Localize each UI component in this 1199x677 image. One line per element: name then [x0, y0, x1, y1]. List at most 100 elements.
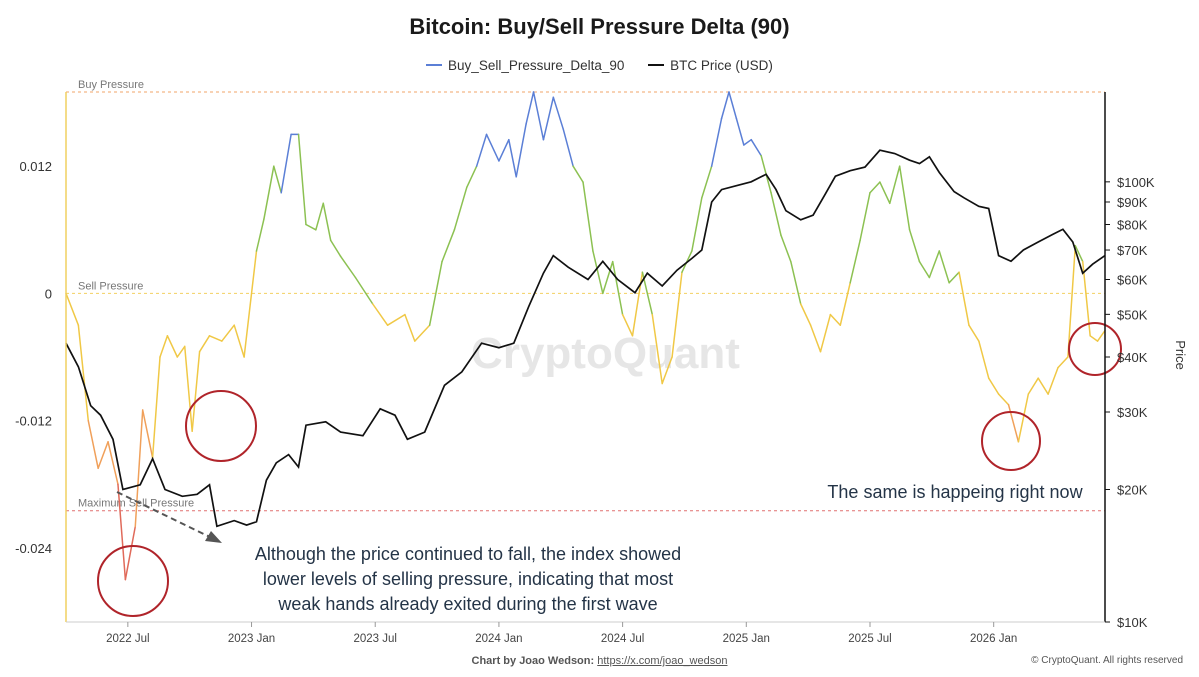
y-left-tick-label: -0.024 — [15, 541, 52, 556]
delta-series-segment — [720, 91, 730, 120]
delta-series-segment — [1067, 244, 1077, 358]
delta-series-segment — [819, 313, 832, 353]
delta-series-segment — [799, 303, 812, 326]
annotation-arrowhead — [205, 531, 222, 543]
price-series-line — [65, 149, 1106, 528]
y-right-tick-label: $100K — [1117, 175, 1155, 190]
x-tick-label: 2023 Jan — [228, 633, 275, 645]
delta-series-segment — [997, 393, 1010, 406]
y-right-tick-label: $90K — [1117, 195, 1148, 210]
delta-series-segment — [661, 356, 673, 385]
delta-series-segment — [466, 165, 478, 189]
delta-series-segment — [233, 324, 245, 358]
delta-series-segment — [908, 229, 921, 263]
delta-series-segment — [141, 409, 154, 459]
delta-series-segment — [329, 239, 342, 258]
delta-series-segment — [124, 525, 137, 581]
delta-series-segment — [879, 181, 891, 205]
delta-series-segment — [191, 350, 201, 432]
delta-series-segment — [1017, 393, 1030, 443]
delta-series-segment — [117, 483, 127, 581]
delta-series-segment — [735, 117, 745, 146]
delta-series-segment — [151, 356, 161, 459]
annotation-circle — [1068, 322, 1122, 376]
delta-series-segment — [485, 133, 500, 162]
delta-series-segment — [1074, 244, 1084, 263]
delta-series-segment — [918, 260, 931, 279]
delta-series-segment — [77, 324, 90, 422]
delta-series-segment — [611, 260, 624, 316]
y-right-tick-label: $40K — [1117, 350, 1148, 365]
delta-series-segment — [691, 197, 703, 252]
delta-series-segment — [968, 324, 980, 342]
delta-series-segment — [65, 292, 80, 326]
annotation-text: lower levels of selling pressure, indica… — [263, 569, 673, 589]
delta-series-segment — [728, 91, 738, 120]
delta-series-segment — [354, 276, 374, 305]
delta-series-segment — [1057, 356, 1069, 369]
y-right-tick-label: $60K — [1117, 272, 1148, 287]
delta-series-segment — [829, 313, 842, 326]
annotation-arrow-line — [116, 491, 213, 539]
delta-series-segment — [221, 324, 235, 342]
y-right-axis-label: Price — [1173, 340, 1188, 370]
delta-series-segment — [621, 313, 634, 337]
delta-series-segment — [297, 133, 307, 226]
delta-series-segment — [134, 409, 144, 528]
delta-series-segment — [602, 260, 614, 295]
delta-series-segment — [372, 303, 389, 326]
credit-link[interactable]: https://x.com/joao_wedson — [597, 655, 728, 667]
delta-series-segment — [453, 186, 468, 231]
delta-series-segment — [809, 324, 822, 353]
delta-series-segment — [198, 335, 211, 353]
delta-series-segment — [414, 324, 431, 342]
delta-series-segment — [869, 181, 881, 194]
delta-series-segment — [1027, 377, 1039, 395]
delta-series-segment — [208, 335, 223, 342]
y-right-tick-label: $50K — [1117, 307, 1148, 322]
y-right-tick-label: $70K — [1117, 243, 1148, 258]
delta-series-segment — [525, 91, 535, 125]
delta-series-segment — [562, 128, 574, 167]
delta-series-segment — [552, 96, 564, 130]
y-left-tick-label: 0 — [45, 286, 52, 301]
y-left-tick-label: -0.012 — [15, 414, 52, 429]
delta-series-segment — [475, 133, 488, 167]
delta-series-segment — [280, 133, 292, 194]
delta-series-segment — [441, 229, 456, 263]
delta-series-segment — [87, 419, 99, 470]
chart-title: Bitcoin: Buy/Sell Pressure Delta (90) — [409, 14, 790, 39]
delta-series-segment — [928, 250, 941, 279]
delta-series-segment — [750, 138, 762, 157]
watermark-layer: CryptoQuant — [471, 329, 740, 378]
delta-series-segment — [176, 345, 186, 358]
reference-line-label: Buy Pressure — [78, 79, 144, 91]
delta-series-segment — [305, 223, 317, 231]
delta-series-segment — [315, 202, 325, 231]
delta-series-segment — [958, 271, 970, 326]
x-tick-label: 2025 Jul — [848, 633, 891, 645]
delta-series-segment — [582, 181, 594, 252]
delta-series-segment — [508, 138, 517, 178]
delta-series-segment — [243, 250, 258, 358]
delta-series-segment — [987, 377, 1000, 395]
legend-item-price[interactable]: BTC Price (USD) — [648, 58, 773, 73]
delta-series-segment — [107, 441, 119, 485]
delta-series-segment — [889, 165, 901, 205]
delta-series-segment — [97, 441, 109, 470]
y-right-tick-label: $20K — [1117, 483, 1148, 498]
delta-series-segment — [255, 218, 265, 252]
x-tick-label: 2022 Jul — [106, 633, 149, 645]
legend-item-delta[interactable]: Buy_Sell_Pressure_Delta_90 — [426, 58, 624, 73]
delta-series-segment — [273, 165, 282, 194]
delta-series-segment — [948, 271, 960, 284]
x-tick-label: 2023 Jul — [353, 633, 396, 645]
delta-series-segment — [1096, 329, 1106, 342]
delta-series-segment — [386, 313, 406, 326]
annotation-circle — [185, 390, 257, 462]
y-right-tick-label: $30K — [1117, 405, 1148, 420]
x-tick-label: 2026 Jan — [970, 633, 1017, 645]
delta-series-segment — [428, 260, 443, 326]
